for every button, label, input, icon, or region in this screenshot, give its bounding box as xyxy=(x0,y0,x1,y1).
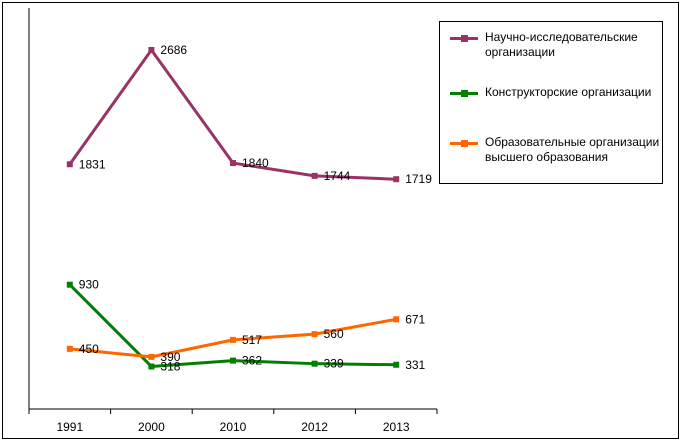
legend-swatch-design xyxy=(450,90,478,97)
data-label-research: 1744 xyxy=(324,169,351,183)
x-tick-label: 2000 xyxy=(138,420,165,434)
data-point-research xyxy=(66,161,73,168)
data-label-universities: 450 xyxy=(79,342,99,356)
data-point-universities xyxy=(311,331,318,338)
x-tick-label: 2010 xyxy=(220,420,247,434)
data-label-research: 1831 xyxy=(79,157,106,171)
series-line-research xyxy=(68,48,397,181)
legend-label-design: Конструкторские организации xyxy=(485,85,652,99)
legend-label-research: Научно-исследовательские организации xyxy=(485,30,638,59)
data-point-research xyxy=(230,160,236,167)
data-point-design xyxy=(311,360,318,367)
data-point-design xyxy=(393,361,400,368)
data-label-universities: 671 xyxy=(405,312,425,326)
legend-label-universities: Образовательные организации высшего обра… xyxy=(485,135,660,164)
data-label-universities: 390 xyxy=(160,350,180,364)
data-point-design xyxy=(230,357,236,364)
data-label-design: 331 xyxy=(405,358,425,372)
legend: Научно-исследовательские организации Кон… xyxy=(439,21,663,184)
data-point-universities xyxy=(66,345,73,352)
data-label-design: 339 xyxy=(324,357,344,371)
data-point-research xyxy=(393,176,400,183)
data-label-design: 930 xyxy=(79,278,99,292)
data-point-design xyxy=(66,281,73,288)
legend-swatch-universities xyxy=(450,140,478,147)
x-tick-label: 1991 xyxy=(56,420,83,434)
data-point-design xyxy=(148,363,155,370)
data-label-universities: 560 xyxy=(324,327,344,341)
x-tick-label: 2013 xyxy=(383,420,410,434)
data-label-design: 362 xyxy=(242,354,262,368)
x-tick-label: 2012 xyxy=(301,420,328,434)
data-point-universities xyxy=(230,336,236,343)
data-label-research: 2686 xyxy=(160,43,187,57)
data-label-universities: 517 xyxy=(242,333,262,347)
data-label-research: 1719 xyxy=(405,172,432,186)
data-point-universities xyxy=(148,353,155,360)
data-label-research: 1840 xyxy=(242,156,269,170)
data-point-research xyxy=(311,172,318,179)
data-point-research xyxy=(148,46,155,53)
data-label-design: 318 xyxy=(160,359,180,373)
data-point-universities xyxy=(393,316,400,323)
legend-swatch-research xyxy=(450,35,478,42)
